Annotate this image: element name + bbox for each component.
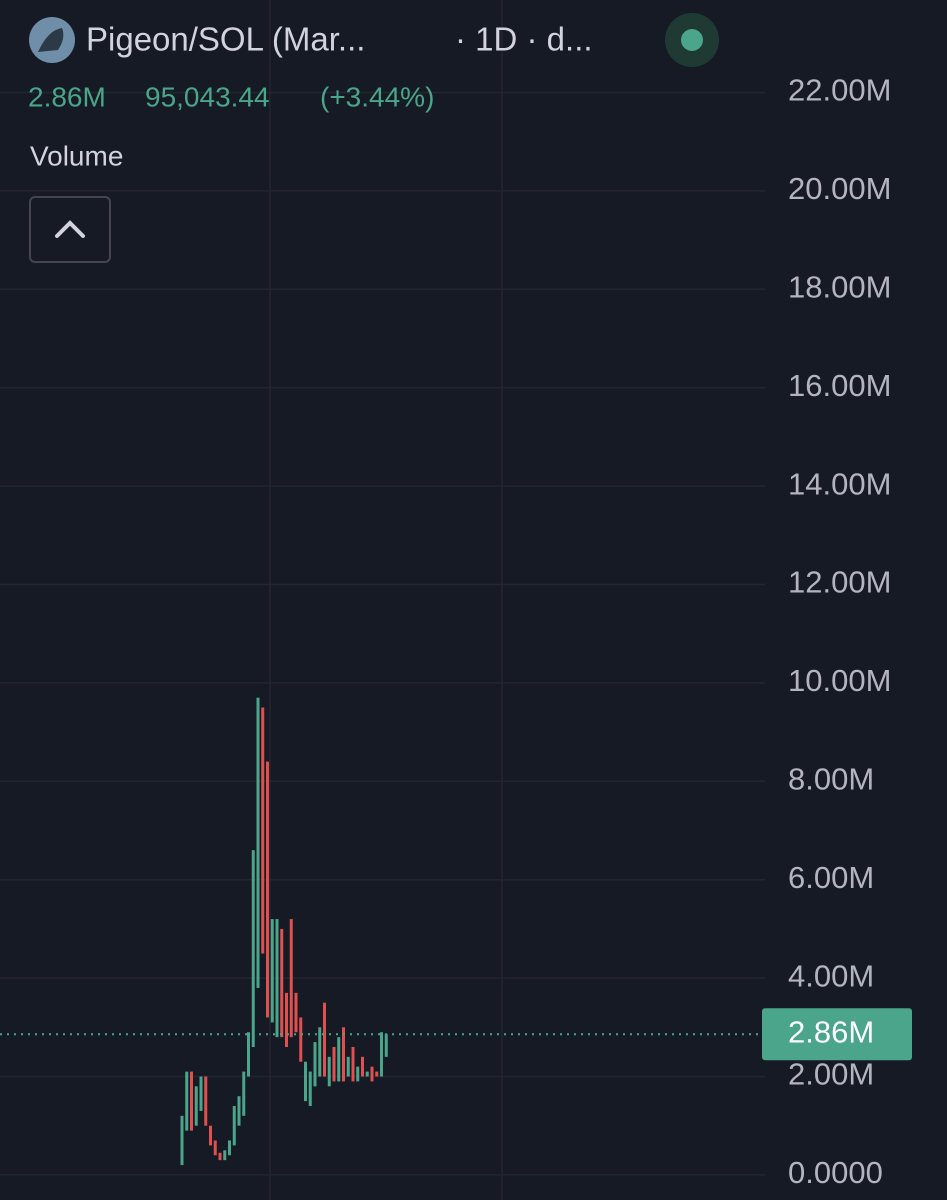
candle-body <box>218 1152 222 1161</box>
status-dot <box>681 29 703 51</box>
candle-body <box>223 1150 227 1161</box>
candle-body <box>256 697 260 988</box>
candle-body <box>356 1066 360 1082</box>
candle-body <box>280 928 284 1038</box>
y-tick-label: 2.00M <box>788 1057 874 1092</box>
chevron-icon <box>55 220 85 238</box>
y-tick-label: 20.00M <box>788 171 891 206</box>
header-value: 2.86M <box>28 81 106 112</box>
candle-body <box>185 1071 189 1131</box>
candle-body <box>313 1042 317 1087</box>
candle-body <box>242 1071 246 1116</box>
y-tick-label: 14.00M <box>788 466 891 501</box>
candle-body <box>237 1096 241 1126</box>
candle-body <box>375 1071 379 1077</box>
chart-title[interactable]: Pigeon/SOL (Mar... <box>86 21 365 58</box>
collapse-button[interactable] <box>29 196 111 263</box>
candle-body <box>351 1046 355 1082</box>
candle-body <box>289 919 293 1038</box>
candle-body <box>190 1071 193 1131</box>
candle-body <box>213 1140 217 1156</box>
candle-body <box>294 992 298 1033</box>
chart-subtitle[interactable]: · 1D · d... <box>455 21 593 58</box>
y-tick-label: 0.0000 <box>788 1155 883 1190</box>
y-tick-label: 10.00M <box>788 663 891 698</box>
candle-body <box>270 919 274 1023</box>
candle-body <box>323 1002 326 1077</box>
y-tick-label: 8.00M <box>788 761 874 796</box>
candle-body <box>247 1032 250 1077</box>
candle-body <box>228 1140 231 1156</box>
candle-body <box>318 1027 322 1077</box>
candle-body <box>299 1017 303 1062</box>
header-value: 95,043.44 <box>145 81 270 112</box>
candle-body <box>180 1115 184 1166</box>
candle-body <box>337 1037 341 1082</box>
candle-body <box>384 1034 388 1057</box>
last-price-badge <box>762 1008 912 1061</box>
y-tick-label: 4.00M <box>788 958 874 993</box>
candle-body <box>308 1071 312 1107</box>
grid <box>0 0 765 1200</box>
candle-body <box>204 1076 208 1126</box>
candle-body <box>370 1066 374 1082</box>
candle-body <box>266 761 269 1018</box>
candle-body <box>285 992 288 1047</box>
candle-body <box>365 1071 369 1077</box>
candle-body <box>194 1086 198 1126</box>
header-value: (+3.44%) <box>320 81 434 112</box>
candle-body <box>251 850 255 1047</box>
y-tick-label: 16.00M <box>788 368 891 403</box>
y-tick-label: 12.00M <box>788 565 891 600</box>
y-tick-label: 22.00M <box>788 73 891 108</box>
candle-body <box>380 1032 383 1077</box>
candle-body <box>361 1056 364 1077</box>
candle-body <box>275 919 279 1038</box>
indicator-label: Volume <box>30 140 123 171</box>
y-tick-label: 18.00M <box>788 269 891 304</box>
y-tick-label: 6.00M <box>788 860 874 895</box>
candle-body <box>346 1056 350 1077</box>
candle-body <box>199 1076 203 1111</box>
candle-body <box>304 1061 307 1102</box>
last-price-label: 2.86M <box>788 1014 874 1049</box>
candle-body <box>232 1106 236 1146</box>
candle-body <box>261 707 265 954</box>
candle-body <box>342 1027 345 1082</box>
candle-body <box>327 1056 331 1087</box>
pigeon-shape <box>38 28 64 52</box>
candle-body <box>209 1125 212 1146</box>
candle-body <box>332 1046 336 1082</box>
